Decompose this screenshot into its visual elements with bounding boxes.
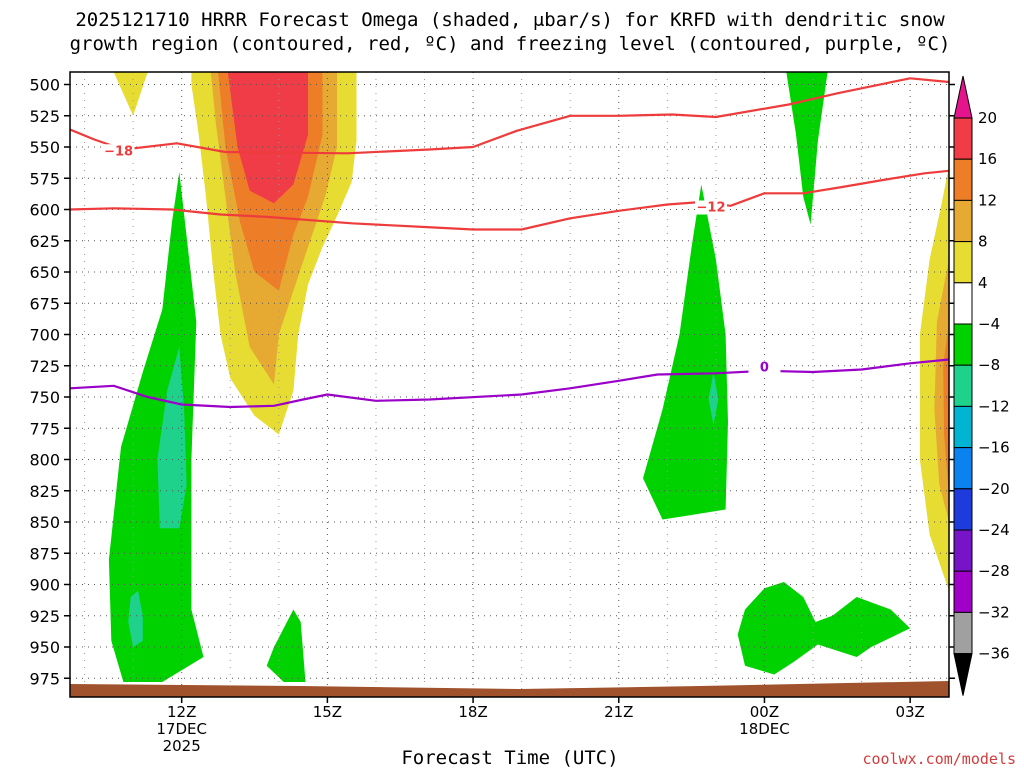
colorbar-label: −28 bbox=[978, 562, 1010, 580]
source-credit: coolwx.com/models bbox=[862, 750, 1016, 768]
y-tick-label: 675 bbox=[29, 294, 60, 313]
contour-label-bg-dendritic-minus12 bbox=[695, 200, 728, 215]
colorbar-label: 16 bbox=[978, 150, 997, 168]
omega-region-green-small-blob bbox=[266, 609, 306, 682]
contour-label-freezing-level-0: 0 bbox=[760, 361, 769, 376]
x-axis-label: Forecast Time (UTC) bbox=[401, 747, 618, 768]
omega-region-orange-right-edge bbox=[943, 322, 949, 497]
omega-region-yellow-top-left bbox=[113, 72, 148, 116]
y-tick-label: 600 bbox=[29, 201, 60, 220]
terrain-ground-band bbox=[70, 681, 949, 697]
colorbar-label: 4 bbox=[978, 274, 988, 292]
y-tick-label: 575 bbox=[29, 169, 60, 188]
y-tick-label: 625 bbox=[29, 232, 60, 251]
y-tick-label: 700 bbox=[29, 326, 60, 345]
y-tick-label: 900 bbox=[29, 576, 60, 595]
plot-area: −18 −12 0 bbox=[70, 72, 949, 697]
contour-label-bg-dendritic-minus18 bbox=[102, 144, 135, 159]
y-tick-label: 775 bbox=[29, 419, 60, 438]
y-tick-label: 750 bbox=[29, 388, 60, 407]
y-tick-label: 950 bbox=[29, 638, 60, 657]
colorbar-label: 8 bbox=[978, 233, 988, 251]
omega-region-teal-left-mid bbox=[157, 347, 187, 529]
contour-dendritic-minus12 bbox=[70, 169, 949, 231]
colorbar-label: −32 bbox=[978, 603, 1010, 621]
colorbar-segment bbox=[953, 158, 973, 201]
colorbar-bottom-arrow bbox=[953, 653, 973, 696]
x-tick-label-00Z: 00Z bbox=[750, 703, 779, 721]
colorbar-label: −4 bbox=[978, 315, 1000, 333]
y-tick-label: 800 bbox=[29, 451, 60, 470]
y-tick-label: 875 bbox=[29, 544, 60, 563]
chart-title-line2: growth region (contoured, red, ºC) and f… bbox=[70, 33, 951, 55]
colorbar-segment bbox=[953, 405, 973, 449]
x-tick-label-15Z: 15Z bbox=[313, 703, 342, 721]
colorbar-label: −36 bbox=[978, 645, 1010, 663]
contour-dendritic-minus18 bbox=[70, 77, 949, 155]
contour-label-bg-freezing-level-0 bbox=[748, 360, 781, 375]
contour-layer: −18 −12 0 bbox=[70, 77, 949, 409]
colorbar-top-arrow bbox=[953, 75, 973, 119]
y-tick-label: 825 bbox=[29, 482, 60, 501]
omega-region-orange-light-right-edge bbox=[934, 259, 949, 522]
x-tick-label-03Z: 03Z bbox=[895, 703, 924, 721]
omega-region-green-left-column bbox=[108, 172, 204, 682]
colorbar-label: −20 bbox=[978, 480, 1010, 498]
x-tick-label-12Z: 12Z bbox=[167, 703, 196, 721]
x-year-label: 2025 bbox=[163, 737, 201, 755]
contour-label-dendritic-minus12: −12 bbox=[697, 201, 726, 216]
colorbar-segment bbox=[953, 282, 973, 325]
y-tick-label: 975 bbox=[29, 669, 60, 688]
colorbar-label: 20 bbox=[978, 109, 997, 127]
colorbar-segment bbox=[953, 529, 973, 572]
colorbar-segment bbox=[953, 117, 973, 160]
contour-freezing-level-0 bbox=[70, 358, 949, 409]
omega-region-green-top-right-column bbox=[786, 72, 828, 225]
x-date-label: 17DEC bbox=[156, 720, 207, 738]
colorbar: 20 16 12 8 4 −4 −8 −12 −16 −20 −24 −28 −32 −36 bbox=[953, 75, 1010, 696]
y-axis: 500 525 550 575 600 625 650 675 700 725 750 775 800 8… bbox=[29, 76, 955, 688]
omega-shading-layer bbox=[108, 72, 949, 682]
x-tick-label-18Z: 18Z bbox=[458, 703, 487, 721]
y-tick-label: 725 bbox=[29, 357, 60, 376]
colorbar-segment bbox=[953, 364, 973, 407]
colorbar-label: 12 bbox=[978, 191, 997, 209]
y-tick-label: 850 bbox=[29, 513, 60, 532]
colorbar-segment bbox=[953, 488, 973, 531]
omega-region-red-core bbox=[227, 72, 308, 204]
grid-lines bbox=[70, 72, 949, 697]
plot-frame bbox=[69, 71, 950, 698]
contour-label-dendritic-minus18: −18 bbox=[104, 144, 133, 159]
y-tick-label: 925 bbox=[29, 607, 60, 626]
colorbar-label: −12 bbox=[978, 397, 1010, 415]
omega-region-teal-left-low bbox=[128, 590, 143, 647]
omega-region-teal-mid-right bbox=[708, 372, 719, 425]
x-date-label: 18DEC bbox=[739, 720, 790, 738]
colorbar-segment bbox=[953, 199, 973, 243]
x-tick-label-21Z: 21Z bbox=[604, 703, 633, 721]
colorbar-label: −16 bbox=[978, 439, 1010, 457]
omega-region-green-low-right bbox=[737, 582, 911, 675]
colorbar-segment bbox=[953, 611, 973, 655]
colorbar-segment bbox=[953, 570, 973, 613]
colorbar-segment bbox=[953, 447, 973, 490]
y-tick-label: 550 bbox=[29, 138, 60, 157]
colorbar-segment bbox=[953, 241, 973, 284]
y-tick-label: 525 bbox=[29, 107, 60, 126]
y-tick-label: 650 bbox=[29, 263, 60, 282]
omega-region-green-mid-right-column bbox=[643, 184, 728, 520]
colorbar-label: −24 bbox=[978, 521, 1010, 539]
colorbar-label: −8 bbox=[978, 356, 1000, 374]
colorbar-segment bbox=[953, 323, 973, 366]
chart-title-line1: 2025121710 HRRR Forecast Omega (shaded, … bbox=[75, 9, 945, 31]
y-tick-label: 500 bbox=[29, 76, 60, 95]
